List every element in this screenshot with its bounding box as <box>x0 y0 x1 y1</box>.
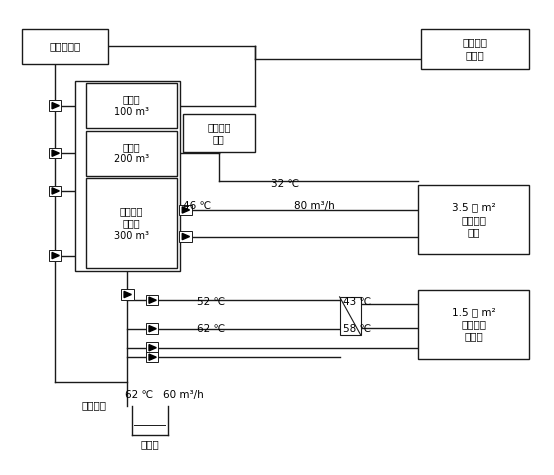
Text: 43 ℃: 43 ℃ <box>343 296 372 307</box>
Polygon shape <box>149 297 156 304</box>
Bar <box>49 148 61 159</box>
Polygon shape <box>149 344 156 351</box>
Text: 3.5 万 m²
建筑地覆
采暖: 3.5 万 m² 建筑地覆 采暖 <box>452 202 495 237</box>
Bar <box>179 231 192 242</box>
Bar <box>146 323 158 334</box>
Bar <box>86 178 177 268</box>
Bar <box>86 83 177 128</box>
Text: 80 m³/h: 80 m³/h <box>294 200 335 211</box>
Text: 洗浴池
100 m³: 洗浴池 100 m³ <box>114 95 149 117</box>
Text: 60 m³/h: 60 m³/h <box>163 390 204 400</box>
Polygon shape <box>182 233 189 240</box>
Bar <box>49 186 61 196</box>
Text: 32 ℃: 32 ℃ <box>271 179 300 190</box>
Text: 62 ℃: 62 ℃ <box>197 323 225 334</box>
Bar <box>418 185 529 254</box>
Polygon shape <box>52 150 59 156</box>
Bar <box>146 295 158 305</box>
Text: 52 ℃: 52 ℃ <box>197 296 225 307</box>
Text: 游泳池、
鱼池: 游泳池、 鱼池 <box>207 122 230 144</box>
Bar <box>86 131 177 176</box>
Bar <box>121 289 134 300</box>
Polygon shape <box>52 252 59 259</box>
Polygon shape <box>149 354 156 361</box>
Bar <box>340 297 361 335</box>
Text: 62 ℃: 62 ℃ <box>125 390 153 400</box>
Polygon shape <box>182 207 189 213</box>
Polygon shape <box>52 103 59 109</box>
Text: 58 ℃: 58 ℃ <box>343 323 372 334</box>
Bar <box>146 342 158 353</box>
Text: 46 ℃: 46 ℃ <box>183 200 211 211</box>
Polygon shape <box>52 188 59 194</box>
Text: 地覆采暖
储水池
300 m³: 地覆采暖 储水池 300 m³ <box>114 206 149 241</box>
Bar <box>75 81 180 271</box>
Bar <box>418 290 529 359</box>
Text: 备用池
200 m³: 备用池 200 m³ <box>114 142 149 164</box>
Bar <box>22 28 108 64</box>
Text: 地热井: 地热井 <box>140 439 159 449</box>
Bar <box>49 101 61 111</box>
Bar <box>146 352 158 362</box>
Text: 学生教职
工洗浴: 学生教职 工洗浴 <box>463 38 488 60</box>
Text: 高位热水箱: 高位热水箱 <box>49 41 81 51</box>
Polygon shape <box>124 291 131 298</box>
Bar <box>183 114 255 152</box>
Bar <box>421 28 529 69</box>
Text: 1.5 万 m²
建筑暖气
包供暖: 1.5 万 m² 建筑暖气 包供暖 <box>452 307 495 342</box>
Polygon shape <box>149 325 156 332</box>
Bar <box>179 205 192 215</box>
Bar <box>49 250 61 261</box>
Text: 挽井水源: 挽井水源 <box>82 399 107 410</box>
